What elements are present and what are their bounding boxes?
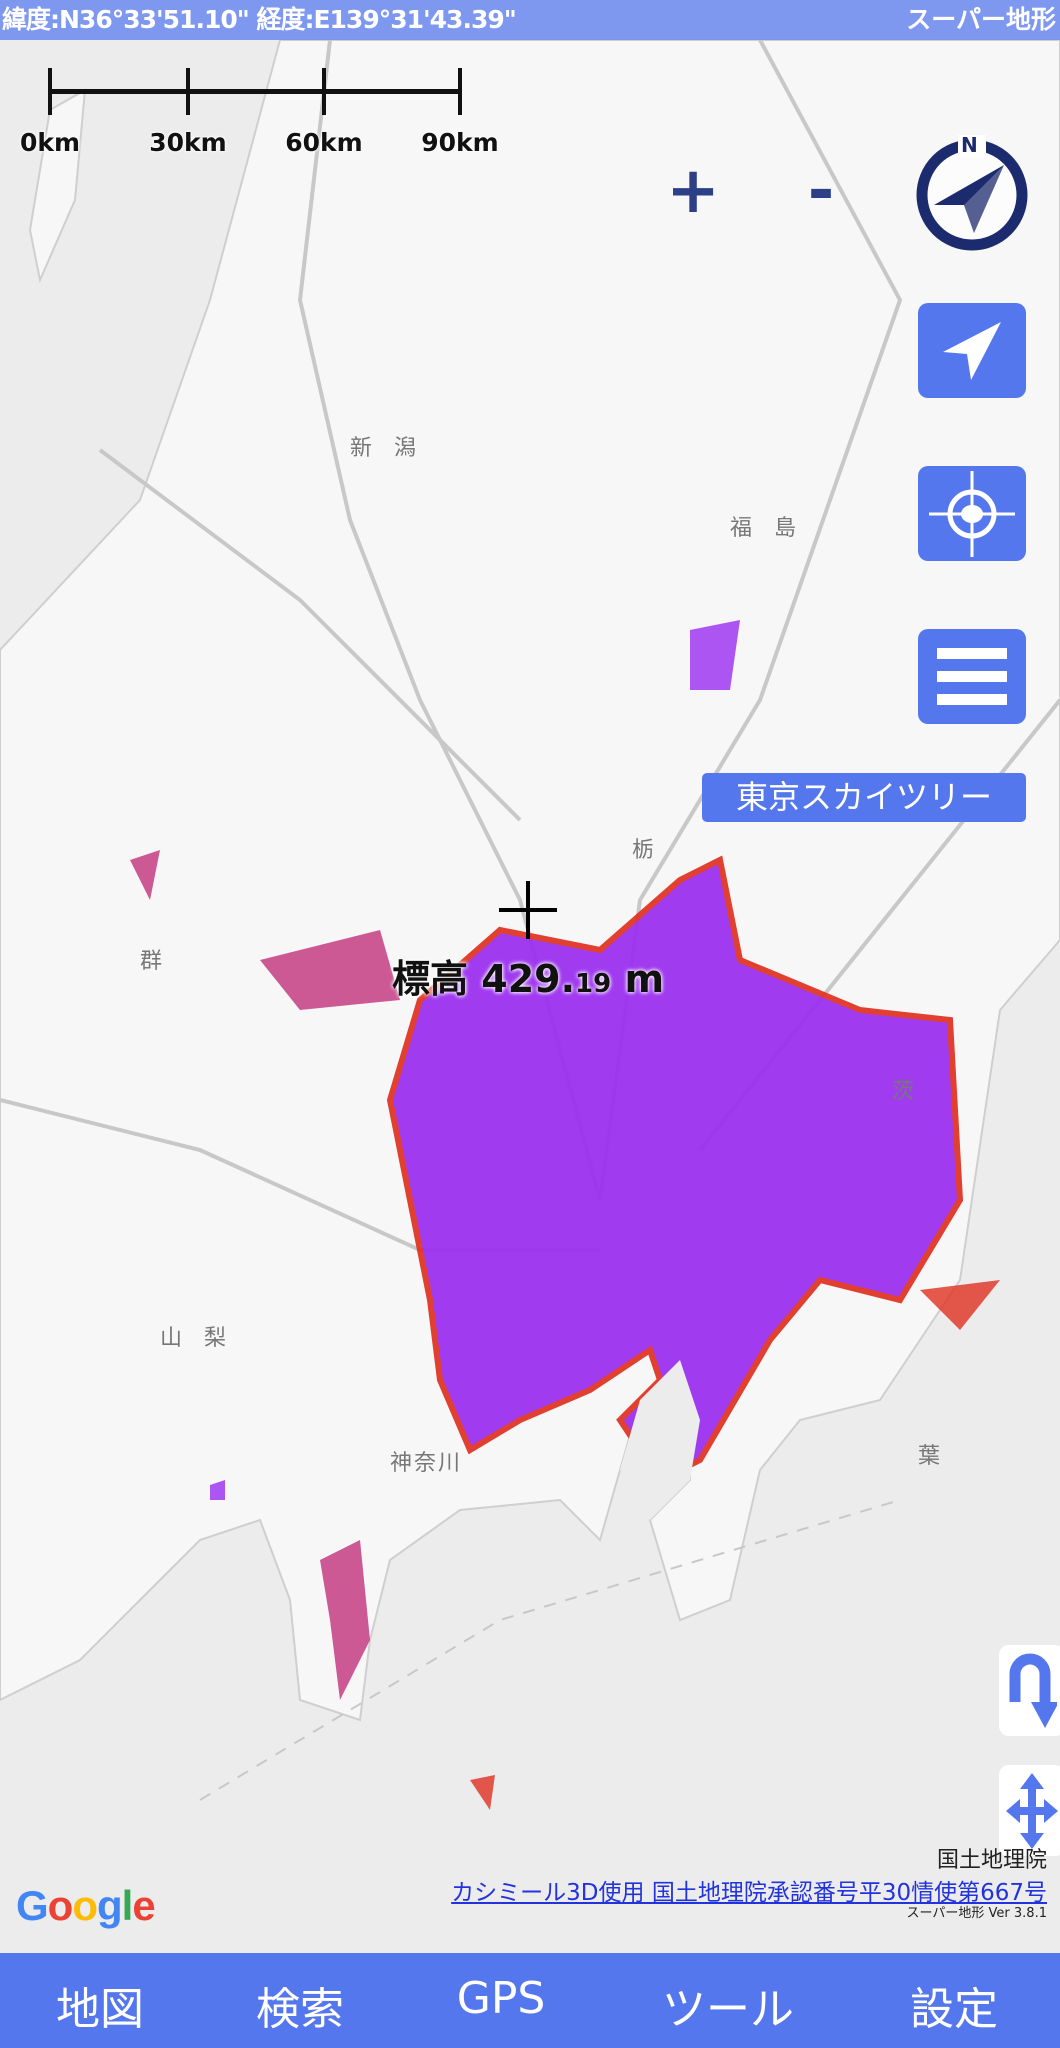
scale-tick — [186, 68, 190, 115]
zoom-in-button[interactable]: + — [666, 154, 720, 228]
elevation-integer: 429. — [481, 957, 576, 1001]
scale-label: 60km — [285, 128, 363, 157]
compass-icon — [916, 135, 1028, 251]
u-turn-button[interactable] — [999, 1645, 1060, 1736]
scale-label: 30km — [149, 128, 227, 157]
bottom-tab-bar: 地図 検索 GPS ツール 設定 — [0, 1953, 1060, 2048]
center-crosshair-horizontal — [499, 908, 557, 912]
move-arrows-icon — [1006, 1772, 1058, 1849]
coordinates-readout: 緯度:N36°33'51.10" 経度:E139°31'43.39" — [2, 5, 517, 34]
elevation-prefix: 標高 — [392, 957, 469, 1001]
scale-tick — [458, 68, 462, 115]
gsi-attribution: 国土地理院 — [936, 1848, 1047, 1873]
google-logo: Google — [16, 1882, 156, 1929]
compass-north-label: N — [961, 133, 978, 157]
u-turn-arrow-icon — [1009, 1653, 1057, 1728]
app-title: スーパー地形 — [906, 5, 1056, 34]
map-label: 福島 — [730, 516, 819, 541]
map-label: 群 — [140, 949, 185, 974]
scale-label: 0km — [19, 128, 81, 157]
elevation-highlight — [130, 620, 1000, 1810]
tab-search[interactable]: 検索 — [256, 1984, 344, 2035]
hamburger-menu-icon — [937, 647, 1007, 705]
menu-button[interactable] — [918, 629, 1026, 724]
compass-button[interactable]: N — [914, 133, 1030, 253]
current-location-button[interactable] — [918, 303, 1026, 398]
target-icon — [929, 470, 1015, 557]
scale-line — [50, 89, 460, 94]
tab-gps[interactable]: GPS — [456, 1973, 546, 2024]
coordinate-bar: 緯度:N36°33'51.10" 経度:E139°31'43.39" スーパー地… — [0, 0, 1060, 40]
map-label: 山梨 — [160, 1326, 249, 1351]
tab-map[interactable]: 地図 — [56, 1984, 144, 2035]
tab-tools[interactable]: ツール — [662, 1984, 794, 2035]
map-label: 茨 — [892, 1079, 937, 1104]
tab-settings[interactable]: 設定 — [910, 1984, 998, 2035]
navigation-arrow-icon — [943, 321, 1001, 380]
scale-tick — [322, 68, 326, 115]
map-label: 神奈川 — [390, 1451, 463, 1476]
move-button[interactable] — [999, 1765, 1060, 1856]
crosshair-button[interactable] — [918, 466, 1026, 561]
elevation-unit: m — [624, 957, 665, 1001]
license-link[interactable]: カシミール3D使用 国土地理院承認番号平30情使第667号 — [451, 1880, 1047, 1906]
zoom-out-button[interactable]: - — [807, 154, 835, 228]
scale-tick — [48, 68, 52, 115]
landmark-label-button[interactable]: 東京スカイツリー — [702, 773, 1026, 822]
elevation-decimal: 19 — [575, 969, 612, 999]
scale-label: 90km — [421, 128, 499, 157]
app-version: スーパー地形 Ver 3.8.1 — [906, 1906, 1047, 1921]
elevation-readout: 標高 429.19 m — [392, 948, 664, 1003]
map-label: 栃 — [632, 838, 677, 863]
map-label: 葉 — [918, 1444, 963, 1469]
map-label: 新潟 — [350, 436, 439, 461]
